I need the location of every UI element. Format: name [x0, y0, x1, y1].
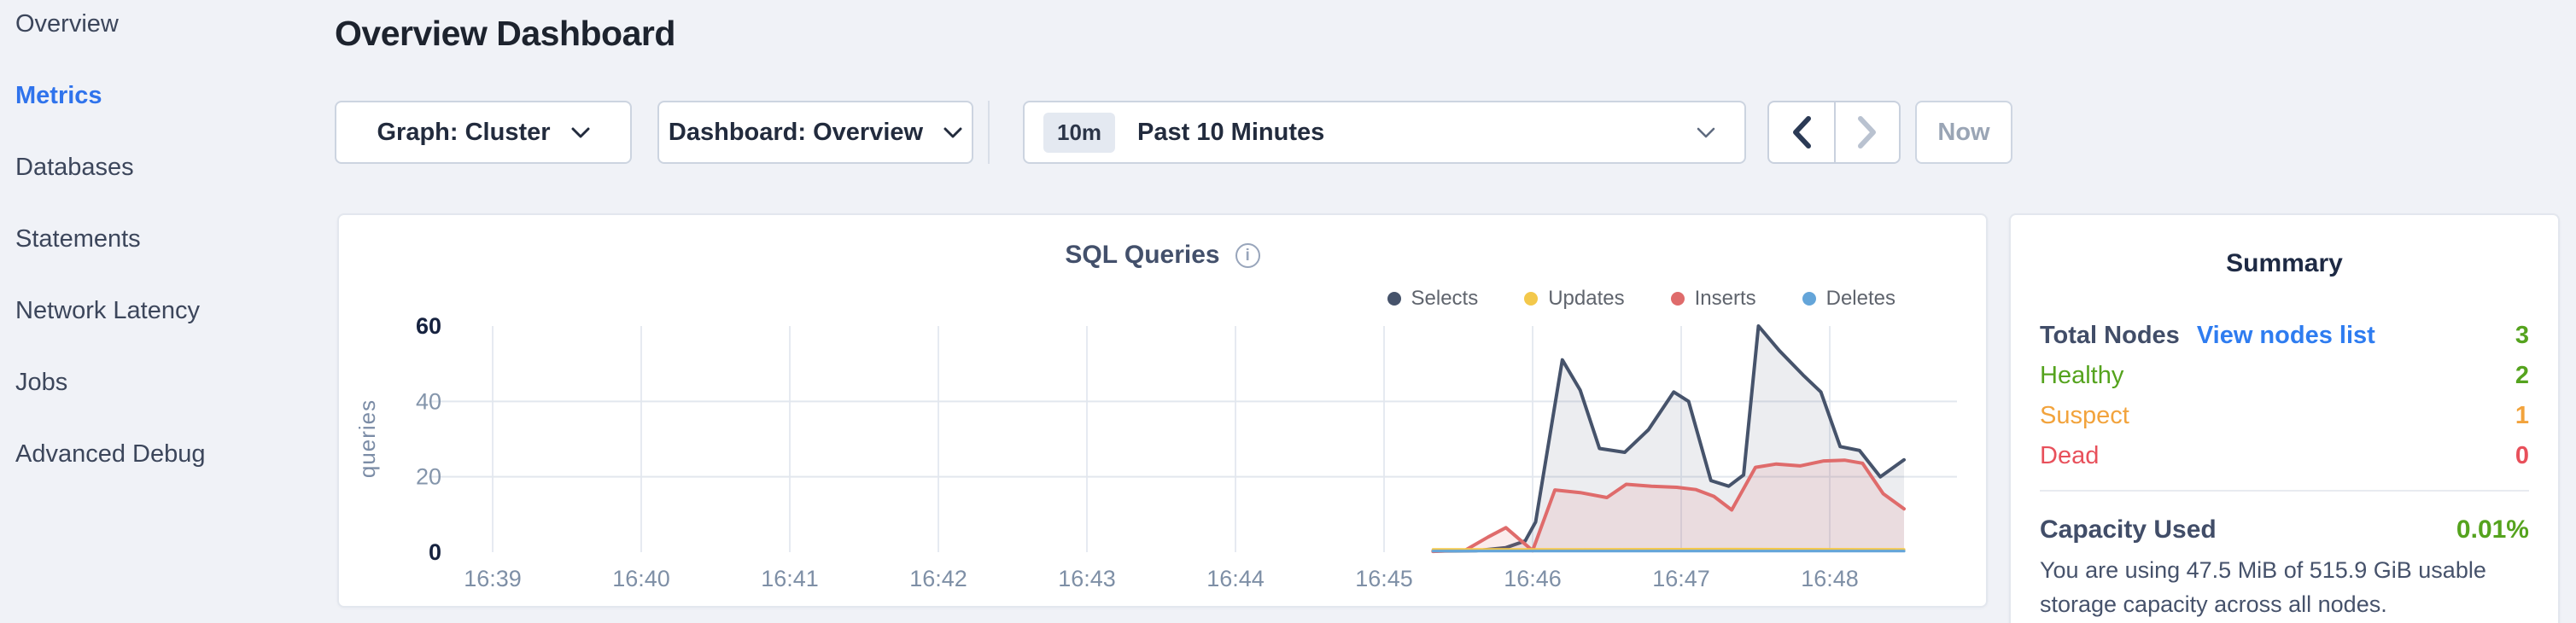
svg-text:queries: queries [354, 399, 380, 478]
info-icon[interactable]: i [1235, 242, 1260, 268]
legend-label: Updates [1548, 287, 1625, 310]
healthy-value: 2 [2515, 362, 2529, 389]
dead-label: Dead [2040, 442, 2100, 469]
suspect-label: Suspect [2040, 402, 2129, 429]
summary-title: Summary [2226, 249, 2343, 277]
svg-text:20: 20 [416, 464, 441, 490]
now-button[interactable]: Now [1915, 101, 2012, 164]
previous-range-button[interactable] [1769, 102, 1834, 162]
capacity-used-row: Capacity Used 0.01% [2040, 510, 2529, 550]
svg-text:16:47: 16:47 [1652, 566, 1710, 591]
time-pager [1767, 101, 1901, 164]
svg-text:0: 0 [429, 539, 441, 565]
sidebar-nav: Overview Metrics Databases Statements Ne… [15, 0, 323, 502]
sidebar-item-jobs[interactable]: Jobs [15, 369, 68, 396]
svg-text:16:44: 16:44 [1206, 566, 1265, 591]
sidebar-item-statements[interactable]: Statements [15, 225, 141, 253]
chart-legend: Selects Updates Inserts Deletes [1387, 287, 1895, 311]
graph-scope-dropdown-label: Graph: Cluster [377, 118, 551, 146]
sql-queries-chart-card: SQL Queries i Selects Updates Inserts De… [337, 213, 1988, 608]
suspect-value: 1 [2515, 402, 2529, 429]
view-nodes-list-link[interactable]: View nodes list [2196, 322, 2375, 349]
chevron-right-icon [1858, 116, 1876, 148]
healthy-label: Healthy [2040, 362, 2124, 389]
svg-text:16:40: 16:40 [612, 566, 670, 591]
legend-item-deletes[interactable]: Deletes [1802, 287, 1895, 311]
svg-text:16:43: 16:43 [1058, 566, 1116, 591]
svg-text:16:46: 16:46 [1504, 566, 1562, 591]
legend-item-inserts[interactable]: Inserts [1670, 287, 1756, 311]
dashboard-dropdown-label: Dashboard: Overview [668, 118, 924, 146]
dead-value: 0 [2515, 442, 2529, 469]
time-range-label: Past 10 Minutes [1137, 118, 1325, 146]
svg-text:16:48: 16:48 [1801, 566, 1859, 591]
svg-text:16:45: 16:45 [1355, 566, 1413, 591]
chevron-down-icon [1697, 127, 1715, 137]
sidebar-item-databases[interactable]: Databases [15, 154, 134, 181]
legend-item-updates[interactable]: Updates [1524, 287, 1625, 311]
page-title: Overview Dashboard [335, 14, 675, 53]
next-range-button-disabled[interactable] [1834, 102, 1899, 162]
time-range-selector[interactable]: 10m Past 10 Minutes [1023, 101, 1746, 164]
graph-scope-dropdown[interactable]: Graph: Cluster [335, 101, 632, 164]
legend-dot-inserts [1670, 292, 1685, 306]
svg-text:16:39: 16:39 [464, 566, 522, 591]
chart-title: SQL Queries [1065, 241, 1220, 269]
svg-text:60: 60 [416, 313, 441, 339]
chevron-left-icon [1793, 116, 1811, 148]
legend-label: Deletes [1825, 287, 1895, 310]
legend-label: Inserts [1694, 287, 1756, 310]
capacity-used-value: 0.01% [2456, 515, 2529, 544]
summary-panel: Summary Total Nodes View nodes list 3 He… [2009, 213, 2560, 623]
capacity-description: You are using 47.5 MiB of 515.9 GiB usab… [2040, 557, 2486, 617]
legend-item-selects[interactable]: Selects [1387, 287, 1479, 311]
total-nodes-row: Total Nodes View nodes list 3 [2040, 316, 2529, 356]
healthy-nodes-row: Healthy 2 [2040, 356, 2529, 396]
dead-nodes-row: Dead 0 [2040, 436, 2529, 476]
svg-text:16:42: 16:42 [909, 566, 967, 591]
capacity-used-label: Capacity Used [2040, 515, 2217, 544]
svg-text:40: 40 [416, 388, 441, 414]
total-nodes-label: Total Nodes [2040, 322, 2180, 349]
sidebar-item-metrics[interactable]: Metrics [15, 82, 102, 109]
legend-dot-updates [1524, 292, 1539, 306]
legend-dot-deletes [1802, 292, 1816, 306]
chevron-down-icon [943, 127, 962, 137]
legend-dot-selects [1387, 292, 1401, 306]
time-range-badge: 10m [1043, 112, 1116, 153]
sidebar-item-overview[interactable]: Overview [15, 10, 119, 38]
sidebar-item-advanced-debug[interactable]: Advanced Debug [15, 440, 206, 468]
summary-divider [2040, 490, 2529, 492]
legend-label: Selects [1411, 287, 1479, 310]
sql-queries-plot: 16:39 16:40 16:41 16:42 16:43 16:44 16:45 16:46… [354, 313, 1957, 591]
chevron-down-icon [571, 127, 590, 137]
dashboard-dropdown[interactable]: Dashboard: Overview [657, 101, 973, 164]
sidebar-item-network-latency[interactable]: Network Latency [15, 297, 200, 324]
suspect-nodes-row: Suspect 1 [2040, 396, 2529, 436]
toolbar-divider [988, 101, 990, 164]
svg-text:16:41: 16:41 [761, 566, 819, 591]
total-nodes-value: 3 [2515, 322, 2529, 349]
